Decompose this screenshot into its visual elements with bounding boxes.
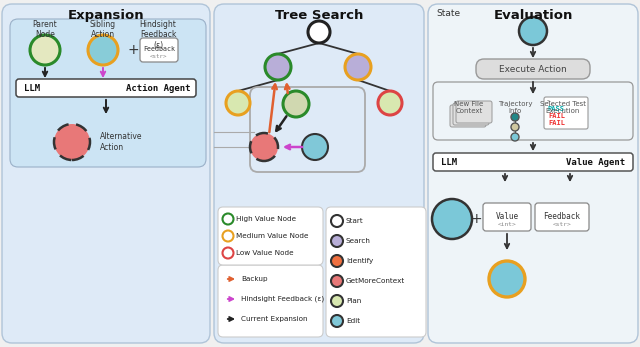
Text: <str>: <str> <box>552 222 572 228</box>
Text: Medium Value Node: Medium Value Node <box>236 233 308 239</box>
Text: GetMoreContext: GetMoreContext <box>346 278 405 284</box>
FancyBboxPatch shape <box>483 203 531 231</box>
Text: <str>: <str> <box>150 53 168 59</box>
Text: Action Agent: Action Agent <box>125 84 190 93</box>
Text: LLM: LLM <box>24 84 40 93</box>
Text: Value Agent: Value Agent <box>566 158 625 167</box>
Text: Hindsight Feedback (ε): Hindsight Feedback (ε) <box>241 296 324 302</box>
Circle shape <box>331 215 343 227</box>
FancyBboxPatch shape <box>16 79 196 97</box>
Circle shape <box>302 134 328 160</box>
Text: Tree Search: Tree Search <box>275 9 363 22</box>
FancyBboxPatch shape <box>456 101 492 123</box>
Text: Search: Search <box>346 238 371 244</box>
Circle shape <box>432 199 472 239</box>
Text: Feedback: Feedback <box>543 212 580 220</box>
Circle shape <box>250 133 278 161</box>
FancyBboxPatch shape <box>140 38 178 62</box>
Text: FAIL: FAIL <box>548 120 565 126</box>
FancyBboxPatch shape <box>544 97 588 129</box>
Text: Execute Action: Execute Action <box>499 65 567 74</box>
Text: Expansion: Expansion <box>68 9 144 22</box>
Text: Backup: Backup <box>241 276 268 282</box>
FancyBboxPatch shape <box>218 207 323 265</box>
Text: PASS: PASS <box>548 106 565 112</box>
Circle shape <box>519 17 547 45</box>
Text: High Value Node: High Value Node <box>236 216 296 222</box>
Text: Selected Test
Execution: Selected Test Execution <box>540 101 586 114</box>
Text: Evaluation: Evaluation <box>493 9 573 22</box>
Circle shape <box>331 255 343 267</box>
FancyBboxPatch shape <box>450 105 486 127</box>
Circle shape <box>283 91 309 117</box>
Text: Plan: Plan <box>346 298 361 304</box>
Circle shape <box>331 315 343 327</box>
FancyBboxPatch shape <box>326 207 426 337</box>
Circle shape <box>511 133 519 141</box>
Text: Edit: Edit <box>346 318 360 324</box>
FancyBboxPatch shape <box>214 4 424 343</box>
FancyBboxPatch shape <box>218 265 323 337</box>
FancyBboxPatch shape <box>476 59 590 79</box>
FancyBboxPatch shape <box>428 4 638 343</box>
FancyBboxPatch shape <box>2 4 210 343</box>
Text: Sibling
Action: Sibling Action <box>90 20 116 40</box>
Text: LLM: LLM <box>441 158 457 167</box>
Circle shape <box>489 261 525 297</box>
Text: Trajectory
Info: Trajectory Info <box>498 101 532 114</box>
Text: +: + <box>127 43 139 57</box>
Circle shape <box>331 295 343 307</box>
Circle shape <box>345 54 371 80</box>
Circle shape <box>511 123 519 131</box>
Text: >_: >_ <box>547 100 554 105</box>
Text: Identify: Identify <box>346 258 373 264</box>
FancyBboxPatch shape <box>10 19 206 167</box>
Text: FAIL: FAIL <box>548 113 565 119</box>
Text: New File
Context: New File Context <box>454 101 484 114</box>
FancyBboxPatch shape <box>535 203 589 231</box>
Text: Start: Start <box>346 218 364 224</box>
Circle shape <box>331 235 343 247</box>
FancyBboxPatch shape <box>433 153 633 171</box>
Circle shape <box>88 35 118 65</box>
Text: +: + <box>470 212 482 226</box>
Circle shape <box>265 54 291 80</box>
Text: Parent
Node: Parent Node <box>33 20 58 40</box>
Text: <int>: <int> <box>498 222 516 228</box>
Circle shape <box>54 124 90 160</box>
Circle shape <box>226 91 250 115</box>
Circle shape <box>308 21 330 43</box>
Text: Alternative
Action: Alternative Action <box>100 132 143 152</box>
Text: State: State <box>436 9 460 18</box>
Text: Low Value Node: Low Value Node <box>236 250 294 256</box>
Text: Hindsight
Feedback
(ε): Hindsight Feedback (ε) <box>140 20 177 50</box>
Text: Current Expansion: Current Expansion <box>241 316 307 322</box>
Circle shape <box>511 113 519 121</box>
Circle shape <box>331 275 343 287</box>
Text: Feedback: Feedback <box>143 46 175 52</box>
FancyBboxPatch shape <box>453 103 489 125</box>
Text: Value: Value <box>495 212 518 220</box>
Circle shape <box>30 35 60 65</box>
Circle shape <box>378 91 402 115</box>
